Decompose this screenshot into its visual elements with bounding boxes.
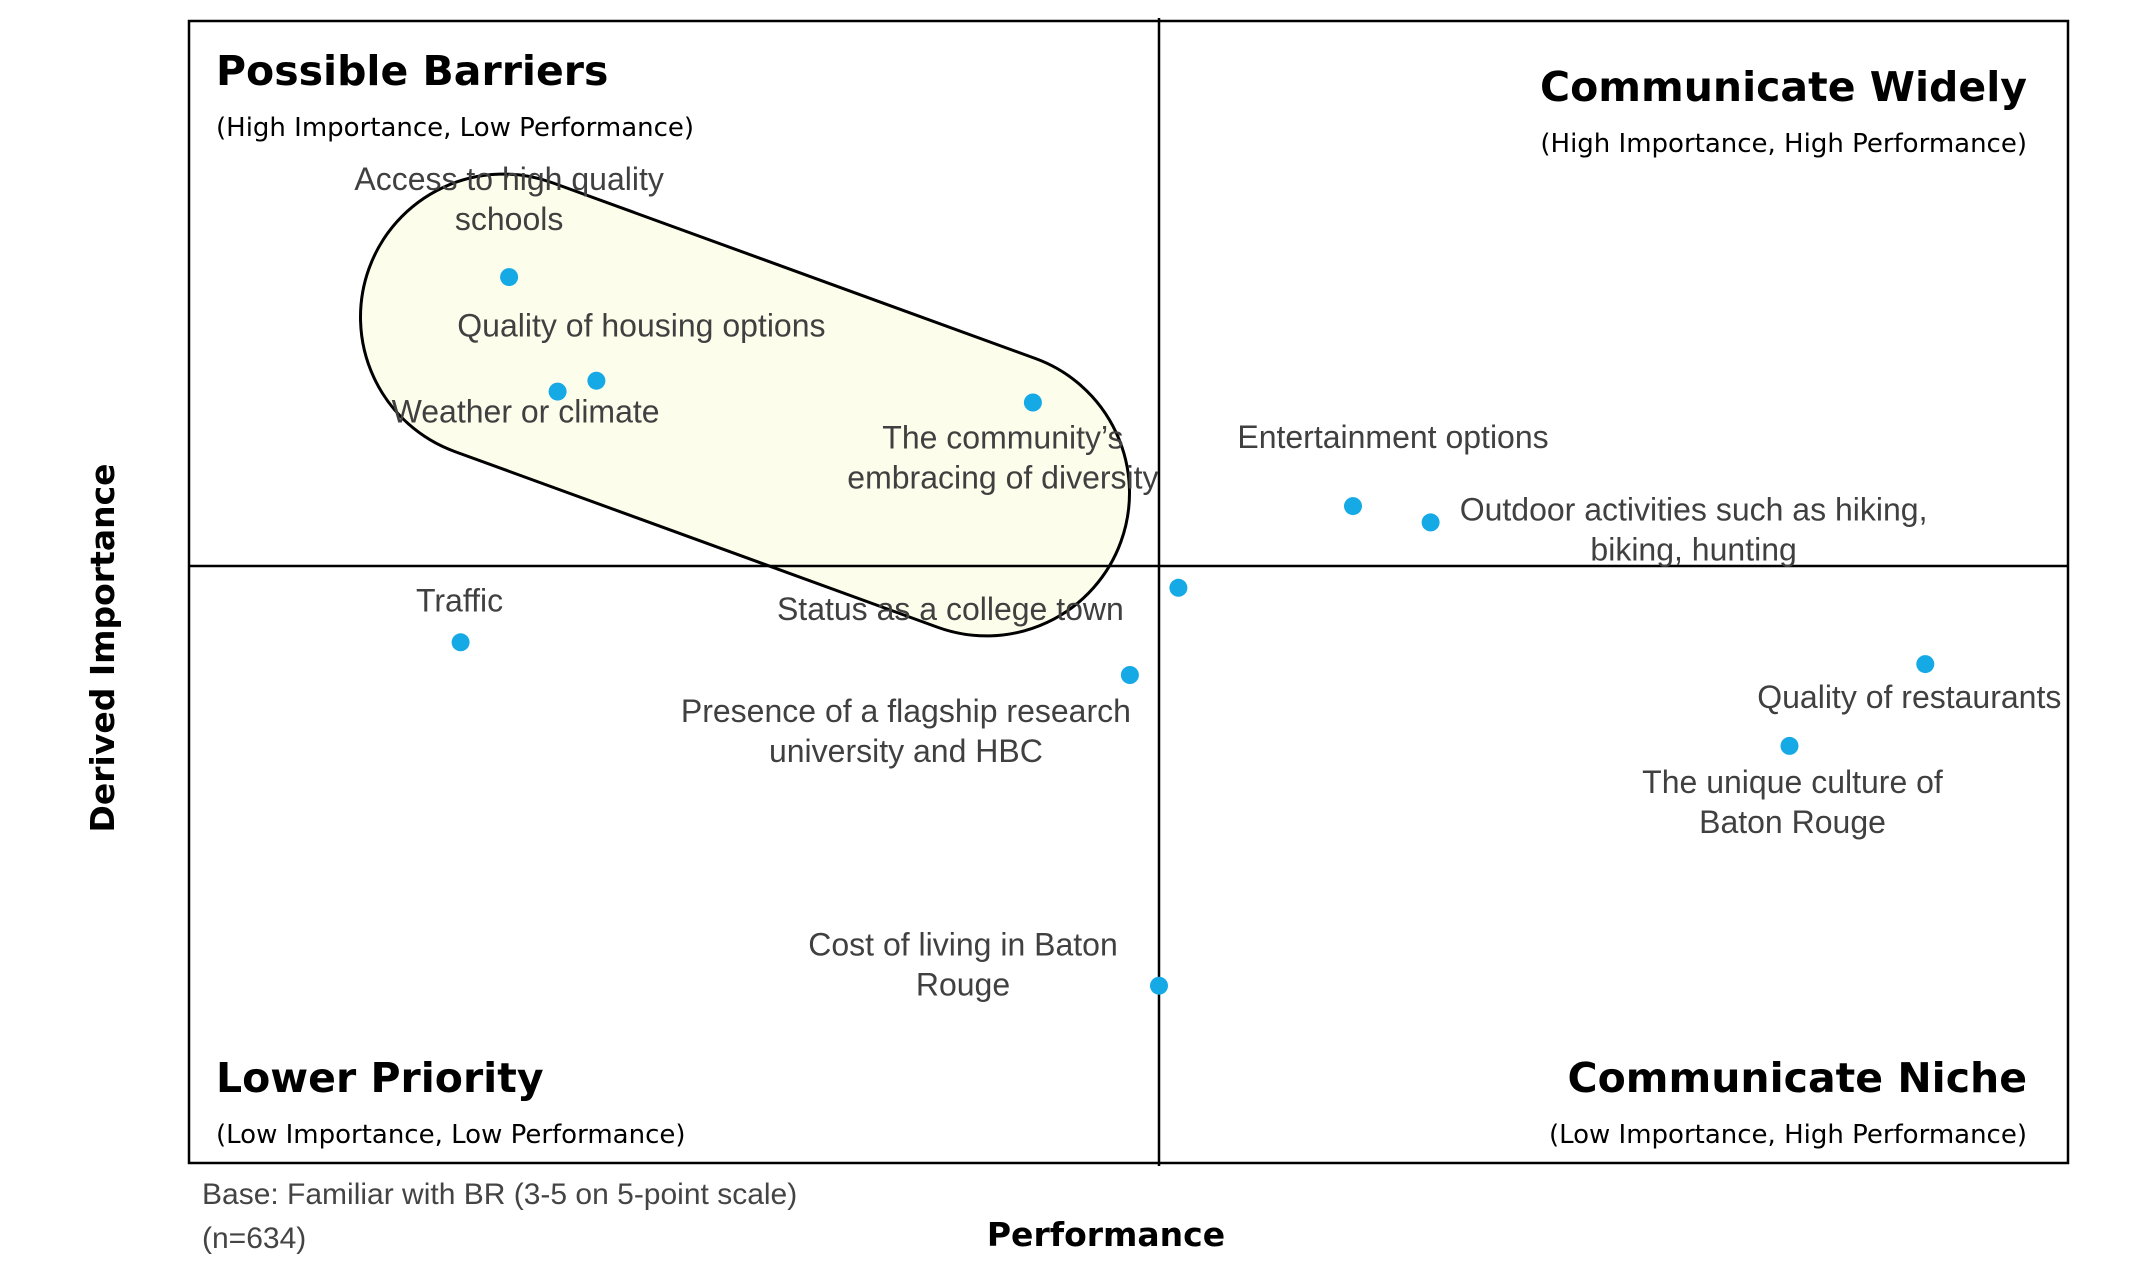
data-label: Quality of housing options [457,308,825,344]
data-label: Outdoor activities such as hiking, [1460,491,1928,527]
data-label: Rouge [916,967,1010,1003]
data-label: Entertainment options [1237,419,1548,455]
data-point [1916,655,1935,674]
data-point [1421,513,1440,532]
data-point [1150,976,1168,995]
data-point [548,382,567,401]
data-point [451,633,470,652]
data-label: university and HBC [769,733,1043,769]
data-label: Status as a college town [777,591,1124,627]
data-label: schools [455,201,564,237]
data-points [451,268,1935,995]
data-label: Traffic [416,582,503,618]
data-label: biking, hunting [1590,531,1796,567]
quadrant-subtitle-possible-barriers: (High Importance, Low Performance) [216,113,694,143]
quadrant-title-communicate-niche: Communicate Niche [1568,1054,2027,1102]
highlight-ellipse-group [358,172,1132,638]
data-label: Presence of a flagship research [681,693,1131,729]
data-labels: Access to high quality schools Quality of … [354,161,2061,1003]
quadrant-subtitle-communicate-niche: (Low Importance, High Performance) [1549,1120,2027,1150]
data-label: The community’s [882,420,1123,456]
y-axis-title: Derived Importance [83,463,122,832]
highlight-ellipse [358,172,1132,638]
data-label: The unique culture of [1642,764,1943,800]
plot-frame [187,19,2070,1165]
data-point [1023,393,1042,412]
quadrant-subtitle-lower-priority: (Low Importance, Low Performance) [216,1120,686,1150]
data-point [1344,497,1362,516]
data-point [587,371,606,390]
x-axis-title: Performance [987,1215,1225,1254]
data-label: Quality of restaurants [1757,679,2061,715]
data-label: Cost of living in Baton [808,927,1118,963]
data-point [500,268,519,287]
data-label: embracing of diversity [847,460,1158,496]
quadrant-title-lower-priority: Lower Priority [216,1054,544,1102]
data-label: Baton Rouge [1699,804,1886,840]
quadrant-title-possible-barriers: Possible Barriers [216,47,608,95]
data-point [1169,578,1188,597]
sample-size-note: (n=634) [202,1222,306,1255]
data-label: Access to high quality [354,161,664,197]
data-point [1120,666,1139,684]
data-point [1780,736,1799,755]
data-label: Weather or climate [392,394,660,430]
base-note: Base: Familiar with BR (3-5 on 5-point s… [202,1178,797,1211]
quadrant-title-communicate-widely: Communicate Widely [1540,63,2027,111]
quadrant-subtitle-communicate-widely: (High Importance, High Performance) [1540,129,2027,159]
